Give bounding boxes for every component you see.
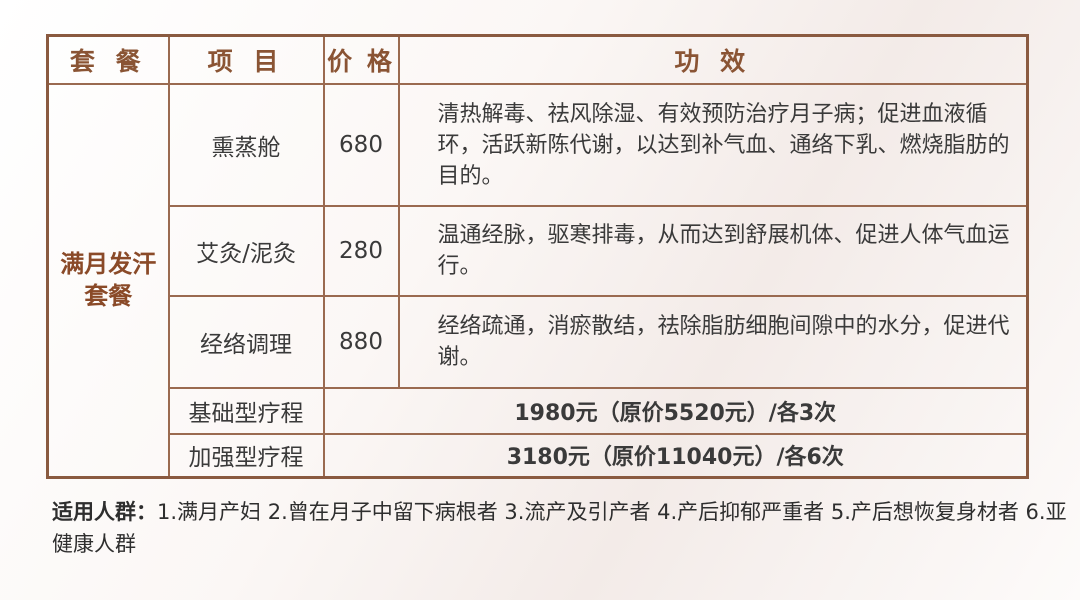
item-effect: 温通经脉，驱寒排毒，从而达到舒展机体、促进人体气血运行。: [397, 205, 1029, 297]
course-row: 基础型疗程 1980元（原价5520元）/各3次: [48, 387, 1029, 435]
table-row: 经络调理 880 经络疏通，消瘀散结，祛除脂肪细胞间隙中的水分，促进代谢。: [48, 295, 1029, 389]
course-price: 3180元（原价11040元）/各6次: [322, 433, 1029, 478]
table-row: 满月发汗套餐 熏蒸舱 680 清热解毒、祛风除湿、有效预防治疗月子病；促进血液循…: [46, 83, 1029, 478]
item-name: 熏蒸舱: [167, 83, 325, 207]
header-row: 套 餐 项 目 价 格 功 效: [46, 34, 1029, 85]
course-price: 1980元（原价5520元）/各3次: [322, 387, 1029, 435]
item-effect: 清热解毒、祛风除湿、有效预防治疗月子病；促进血液循环，活跃新陈代谢，以达到补气血…: [397, 83, 1029, 207]
table-row: 艾灸/泥灸 280 温通经脉，驱寒排毒，从而达到舒展机体、促进人体气血运行。: [48, 205, 1029, 297]
item-name: 经络调理: [167, 295, 325, 389]
header-item: 项 目: [167, 34, 325, 85]
item-price: 880: [322, 295, 400, 389]
course-row: 加强型疗程 3180元（原价11040元）/各6次: [48, 433, 1029, 478]
item-effect: 经络疏通，消瘀散结，祛除脂肪细胞间隙中的水分，促进代谢。: [397, 295, 1029, 389]
header-package: 套 餐: [46, 34, 170, 85]
header-price: 价 格: [322, 34, 400, 85]
note-label: 适用人群：: [52, 500, 157, 524]
item-price: 280: [322, 205, 400, 297]
header-effect: 功 效: [397, 34, 1029, 85]
note-text: 1.满月产妇 2.曾在月子中留下病根者 3.流产及引产者 4.产后抑郁严重者 5…: [52, 500, 1067, 556]
course-name: 基础型疗程: [167, 387, 325, 435]
package-table: 套 餐 项 目 价 格 功 效 满月发汗套餐 熏蒸舱 680 清热解毒、祛风除湿…: [46, 34, 1029, 479]
course-name: 加强型疗程: [167, 433, 325, 478]
item-name: 艾灸/泥灸: [167, 205, 325, 297]
item-price: 680: [322, 83, 400, 207]
target-audience-note: 适用人群：1.满月产妇 2.曾在月子中留下病根者 3.流产及引产者 4.产后抑郁…: [52, 496, 1080, 560]
package-name: 满月发汗套餐: [46, 83, 170, 478]
